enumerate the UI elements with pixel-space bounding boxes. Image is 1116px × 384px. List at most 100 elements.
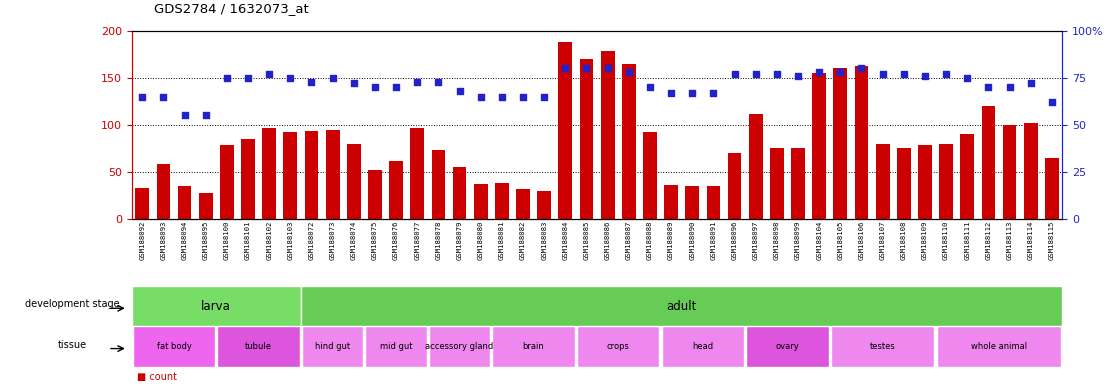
Point bbox=[980, 84, 998, 90]
Point bbox=[619, 69, 637, 75]
Point bbox=[366, 84, 384, 90]
Bar bbox=[283, 132, 297, 219]
Text: GSM188097: GSM188097 bbox=[752, 221, 759, 260]
Bar bbox=[1023, 123, 1038, 219]
Point bbox=[557, 65, 575, 71]
Bar bbox=[662, 326, 744, 367]
Point bbox=[302, 78, 320, 84]
Text: GSM188106: GSM188106 bbox=[858, 221, 865, 260]
Point bbox=[937, 71, 955, 77]
Bar bbox=[365, 326, 426, 367]
Bar bbox=[537, 190, 551, 219]
Point bbox=[493, 93, 511, 99]
Point bbox=[196, 112, 214, 118]
Text: GSM188108: GSM188108 bbox=[901, 221, 907, 260]
Text: GDS2784 / 1632073_at: GDS2784 / 1632073_at bbox=[154, 2, 309, 15]
Bar bbox=[981, 106, 995, 219]
Text: development stage: development stage bbox=[26, 299, 119, 309]
Point bbox=[789, 73, 807, 79]
Bar bbox=[834, 68, 847, 219]
Bar bbox=[218, 326, 300, 367]
Text: fat body: fat body bbox=[156, 342, 192, 351]
Text: GSM188077: GSM188077 bbox=[414, 221, 421, 260]
Point bbox=[154, 93, 172, 99]
Text: GSM188110: GSM188110 bbox=[943, 221, 949, 260]
Bar bbox=[411, 127, 424, 219]
Text: ovary: ovary bbox=[776, 342, 799, 351]
Text: GSM188089: GSM188089 bbox=[668, 221, 674, 260]
Point bbox=[831, 69, 849, 75]
Point bbox=[810, 69, 828, 75]
Text: tubule: tubule bbox=[246, 342, 272, 351]
Bar bbox=[199, 194, 213, 219]
Text: GSM188103: GSM188103 bbox=[287, 221, 294, 260]
Bar bbox=[643, 132, 657, 219]
Text: GSM188083: GSM188083 bbox=[541, 221, 547, 260]
Point bbox=[281, 74, 299, 81]
Text: brain: brain bbox=[522, 342, 545, 351]
Text: GSM188096: GSM188096 bbox=[732, 221, 738, 260]
Bar bbox=[220, 146, 233, 219]
Point bbox=[451, 88, 469, 94]
Point bbox=[662, 90, 680, 96]
Point bbox=[324, 74, 341, 81]
Text: GSM188094: GSM188094 bbox=[182, 221, 187, 260]
Bar bbox=[855, 66, 868, 219]
Point bbox=[218, 74, 235, 81]
Text: GSM188080: GSM188080 bbox=[478, 221, 483, 260]
Text: GSM188087: GSM188087 bbox=[626, 221, 632, 260]
Bar bbox=[368, 170, 382, 219]
Bar bbox=[132, 286, 301, 326]
Point bbox=[175, 112, 193, 118]
Text: GSM188072: GSM188072 bbox=[308, 221, 315, 260]
Bar bbox=[301, 286, 1062, 326]
Text: GSM188095: GSM188095 bbox=[203, 221, 209, 260]
Text: GSM188090: GSM188090 bbox=[690, 221, 695, 260]
Point bbox=[916, 73, 934, 79]
Point bbox=[747, 71, 764, 77]
Bar bbox=[432, 150, 445, 219]
Bar bbox=[749, 114, 762, 219]
Text: GSM188074: GSM188074 bbox=[350, 221, 357, 260]
Bar bbox=[558, 42, 573, 219]
Point bbox=[472, 93, 490, 99]
Text: GSM188112: GSM188112 bbox=[985, 221, 991, 260]
Bar bbox=[302, 326, 364, 367]
Point bbox=[1022, 80, 1040, 86]
Bar bbox=[936, 326, 1061, 367]
Point bbox=[133, 93, 151, 99]
Bar bbox=[622, 64, 636, 219]
Bar bbox=[347, 144, 360, 219]
Text: GSM188104: GSM188104 bbox=[816, 221, 822, 260]
Point bbox=[683, 90, 701, 96]
Text: whole animal: whole animal bbox=[971, 342, 1027, 351]
Bar bbox=[1045, 158, 1059, 219]
Text: GSM188101: GSM188101 bbox=[246, 221, 251, 260]
Text: GSM188107: GSM188107 bbox=[879, 221, 886, 260]
Text: GSM188115: GSM188115 bbox=[1049, 221, 1055, 260]
Text: GSM188073: GSM188073 bbox=[329, 221, 336, 260]
Text: GSM188113: GSM188113 bbox=[1007, 221, 1012, 260]
Text: GSM188085: GSM188085 bbox=[584, 221, 589, 260]
Point bbox=[895, 71, 913, 77]
Bar bbox=[918, 146, 932, 219]
Text: tissue: tissue bbox=[58, 339, 87, 349]
Bar bbox=[492, 326, 575, 367]
Point bbox=[260, 71, 278, 77]
Point bbox=[536, 93, 554, 99]
Text: GSM188105: GSM188105 bbox=[837, 221, 844, 260]
Text: GSM188079: GSM188079 bbox=[456, 221, 462, 260]
Bar bbox=[728, 153, 741, 219]
Bar bbox=[747, 326, 829, 367]
Text: hind gut: hind gut bbox=[315, 342, 350, 351]
Point bbox=[430, 78, 448, 84]
Point bbox=[1043, 99, 1061, 105]
Text: accessory gland: accessory gland bbox=[425, 342, 493, 351]
Bar bbox=[474, 184, 488, 219]
Text: GSM188100: GSM188100 bbox=[224, 221, 230, 260]
Bar bbox=[664, 185, 679, 219]
Bar bbox=[177, 186, 192, 219]
Text: GSM188092: GSM188092 bbox=[140, 221, 145, 260]
Bar bbox=[156, 164, 171, 219]
Text: GSM188114: GSM188114 bbox=[1028, 221, 1033, 260]
